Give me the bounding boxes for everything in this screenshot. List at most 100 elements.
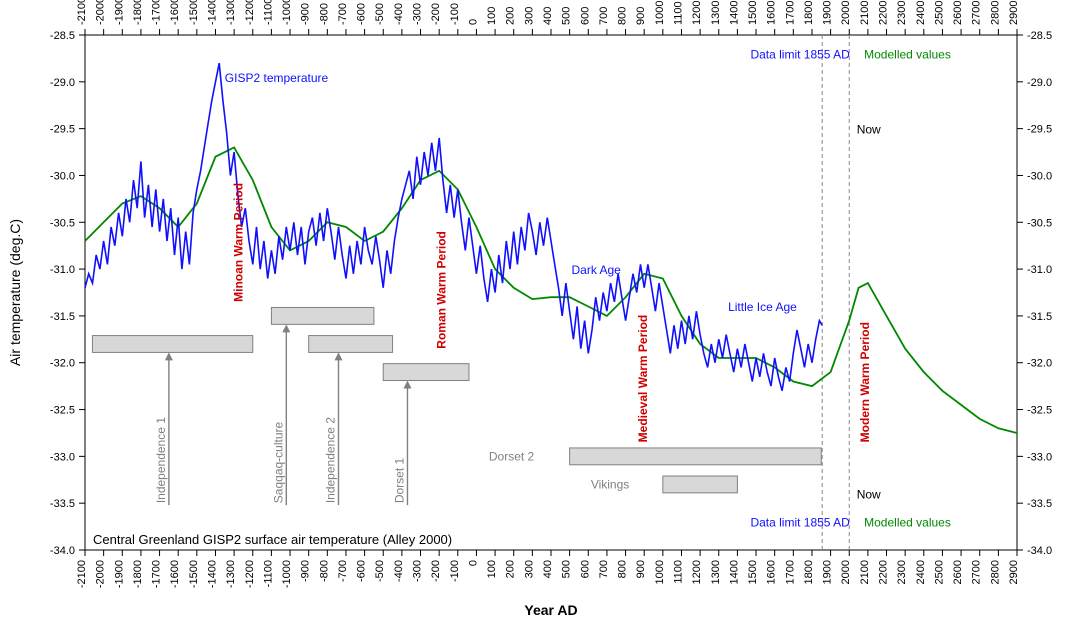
- x-tick-label-top: -1700: [151, 0, 163, 25]
- x-tick-label: -100: [449, 560, 461, 582]
- x-tick-label-top: 700: [598, 7, 610, 25]
- x-tick-label: -700: [337, 560, 349, 582]
- now-label-bottom: Now: [857, 488, 881, 502]
- x-tick-label-top: -800: [318, 3, 330, 25]
- x-tick-label: 2900: [1008, 560, 1020, 584]
- x-tick-label: -1100: [262, 560, 274, 587]
- x-tick-label: -400: [393, 560, 405, 582]
- x-tick-label: -1500: [188, 560, 200, 588]
- period-label: Dorset 1: [392, 458, 406, 504]
- x-tick-label-top: 0: [467, 19, 479, 25]
- x-tick-label-top: 2400: [915, 1, 927, 25]
- y-tick-label: -33.5: [50, 498, 75, 510]
- x-tick-label-top: 2200: [878, 1, 890, 25]
- x-tick-label-top: 2700: [971, 1, 983, 25]
- y-tick-label-right: -34.0: [1027, 545, 1052, 557]
- x-tick-label-top: 1700: [784, 1, 796, 25]
- x-tick-label-top: -1200: [244, 0, 256, 25]
- now-label-top: Now: [857, 122, 881, 136]
- x-tick-label-top: 2600: [952, 1, 964, 25]
- y-tick-label: -29.0: [50, 77, 75, 89]
- x-tick-label-top: -300: [412, 3, 424, 25]
- y-tick-label-right: -28.5: [1027, 30, 1052, 42]
- x-tick-label: 2000: [840, 560, 852, 584]
- x-tick-label: 400: [542, 560, 554, 578]
- period-label: Independence 2: [324, 417, 338, 503]
- period-bar: [271, 307, 374, 324]
- period-bar: [309, 336, 393, 353]
- y-tick-label: -30.5: [50, 217, 75, 229]
- x-tick-label: -2000: [95, 560, 107, 588]
- x-tick-label-top: -2100: [76, 0, 88, 25]
- x-tick-label: 1000: [654, 560, 666, 584]
- arrow-head-icon: [165, 352, 173, 360]
- x-tick-label-top: -600: [356, 3, 368, 25]
- x-tick-label-top: -1800: [132, 0, 144, 25]
- x-tick-label-top: -200: [430, 3, 442, 25]
- period-label: Dorset 2: [489, 449, 535, 463]
- y-tick-label-right: -32.0: [1027, 358, 1052, 370]
- x-tick-label-top: 900: [635, 7, 647, 25]
- y-tick-label-right: -33.5: [1027, 498, 1052, 510]
- x-tick-label-top: -400: [393, 3, 405, 25]
- era-label: Modern Warm Period: [858, 322, 872, 442]
- x-tick-label: 1800: [803, 560, 815, 584]
- y-tick-label: -28.5: [50, 30, 75, 42]
- x-tick-label: -1900: [113, 560, 125, 588]
- x-tick-label: 600: [579, 560, 591, 578]
- x-tick-label: -900: [300, 560, 312, 582]
- x-tick-label: -1800: [132, 560, 144, 588]
- x-tick-label: 1600: [766, 560, 778, 584]
- arrow-head-icon: [282, 324, 290, 332]
- x-tick-label-top: 800: [617, 7, 629, 25]
- y-tick-label: -30.0: [50, 170, 75, 182]
- x-tick-label-top: 1300: [710, 1, 722, 25]
- x-tick-label: 1500: [747, 560, 759, 584]
- era-label: Dark Age: [572, 263, 622, 277]
- x-tick-label-top: 400: [542, 7, 554, 25]
- x-tick-label-top: 2100: [859, 1, 871, 25]
- chart-container: -2100-2100-2000-2000-1900-1900-1800-1800…: [0, 0, 1079, 622]
- era-label: Medieval Warm Period: [636, 315, 650, 443]
- x-tick-label: 2400: [915, 560, 927, 584]
- y-axis-title: Air temperature (deg.C): [7, 219, 23, 366]
- x-tick-label-top: 2300: [896, 1, 908, 25]
- x-tick-label-top: -700: [337, 3, 349, 25]
- y-tick-label-right: -32.5: [1027, 405, 1052, 417]
- arrow-head-icon: [403, 381, 411, 389]
- arrow-head-icon: [335, 352, 343, 360]
- period-label: Vikings: [591, 477, 629, 491]
- y-tick-label: -31.0: [50, 264, 75, 276]
- x-tick-label: 1700: [784, 560, 796, 584]
- x-tick-label-top: 1100: [672, 1, 684, 25]
- x-tick-label-top: -1100: [262, 0, 274, 25]
- x-tick-label: 2500: [933, 560, 945, 584]
- modelled-series: [85, 147, 1017, 433]
- x-tick-label-top: -900: [300, 3, 312, 25]
- x-tick-label-top: 100: [486, 7, 498, 25]
- x-tick-label: 2700: [971, 560, 983, 584]
- x-tick-label: -1400: [206, 560, 218, 588]
- y-tick-label-right: -30.0: [1027, 170, 1052, 182]
- period-bar: [663, 476, 738, 493]
- x-tick-label: 1100: [672, 560, 684, 584]
- x-tick-label: 2300: [896, 560, 908, 584]
- period-label: Saqqaq-culture: [271, 421, 285, 503]
- x-tick-label: 1300: [710, 560, 722, 584]
- x-tick-label: 700: [598, 560, 610, 578]
- x-tick-label: 2600: [952, 560, 964, 584]
- x-tick-label: -2100: [76, 560, 88, 588]
- x-tick-label-top: 600: [579, 7, 591, 25]
- x-tick-label: 100: [486, 560, 498, 578]
- y-tick-label-right: -33.0: [1027, 451, 1052, 463]
- x-tick-label-top: 2800: [989, 1, 1001, 25]
- x-axis-title: Year AD: [524, 602, 577, 618]
- x-tick-label-top: 2900: [1008, 1, 1020, 25]
- x-tick-label: -600: [356, 560, 368, 582]
- y-tick-label: -32.5: [50, 405, 75, 417]
- x-tick-label: 800: [617, 560, 629, 578]
- y-tick-label: -31.5: [50, 311, 75, 323]
- x-tick-label: -800: [318, 560, 330, 582]
- y-tick-label-right: -30.5: [1027, 217, 1052, 229]
- era-label: Minoan Warm Period: [232, 183, 246, 302]
